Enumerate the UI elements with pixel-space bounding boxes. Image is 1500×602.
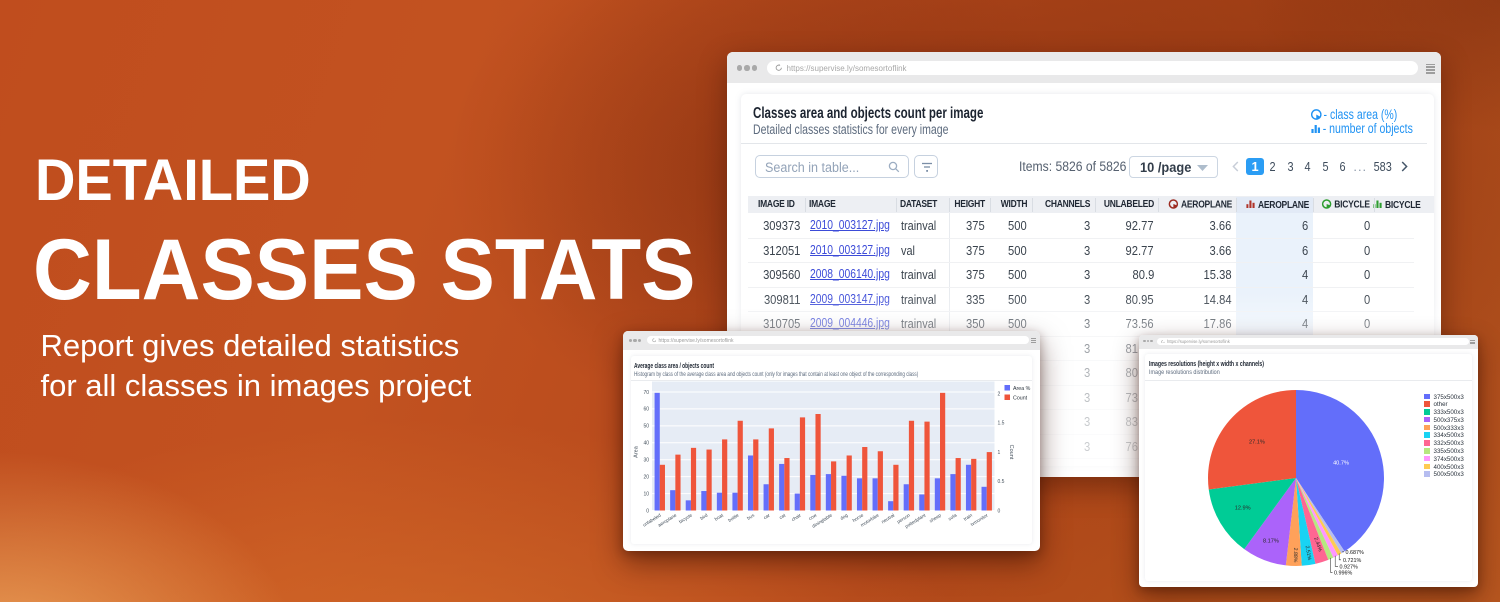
svg-text:sheep: sheep	[929, 512, 943, 523]
svg-text:0.996%: 0.996%	[1334, 571, 1352, 577]
svg-text:0: 0	[998, 508, 1001, 514]
svg-text:20: 20	[643, 474, 649, 480]
svg-text:dog: dog	[839, 512, 849, 521]
svg-text:12.9%: 12.9%	[1235, 506, 1251, 512]
svg-text:train: train	[963, 512, 974, 521]
svg-text:40: 40	[643, 441, 649, 447]
svg-text:2.51%: 2.51%	[1304, 545, 1313, 561]
svg-text:sofa: sofa	[947, 512, 957, 521]
svg-text:1.5: 1.5	[998, 421, 1005, 427]
svg-text:2: 2	[998, 391, 1001, 397]
svg-text:car: car	[763, 512, 772, 520]
svg-text:50: 50	[643, 424, 649, 430]
svg-text:2.88%: 2.88%	[1292, 548, 1298, 563]
svg-text:chair: chair	[791, 512, 803, 522]
svg-text:27.1%: 27.1%	[1249, 440, 1265, 446]
svg-text:horse: horse	[852, 512, 865, 523]
svg-text:cat: cat	[778, 512, 787, 520]
svg-text:bicycle: bicycle	[678, 512, 693, 524]
svg-text:1: 1	[998, 450, 1001, 456]
svg-text:0.721%: 0.721%	[1343, 558, 1361, 564]
svg-text:bus: bus	[746, 512, 756, 521]
svg-text:0.687%: 0.687%	[1346, 550, 1364, 556]
svg-text:cow: cow	[808, 512, 818, 521]
svg-text:Area %: Area %	[1013, 386, 1031, 392]
svg-text:tvmonitor: tvmonitor	[970, 512, 989, 527]
svg-text:10: 10	[643, 491, 649, 497]
svg-text:40.7%: 40.7%	[1333, 460, 1349, 466]
svg-text:Count: Count	[1008, 445, 1014, 460]
svg-text:0.5: 0.5	[998, 479, 1005, 485]
svg-text:70: 70	[643, 390, 649, 396]
svg-text:bottle: bottle	[727, 512, 740, 523]
svg-text:boat: boat	[714, 512, 725, 521]
svg-text:0: 0	[646, 508, 649, 514]
svg-text:bird: bird	[699, 512, 709, 521]
svg-text:30: 30	[643, 458, 649, 464]
svg-text:Area: Area	[634, 445, 640, 458]
svg-text:0.927%: 0.927%	[1340, 565, 1358, 571]
svg-text:8.17%: 8.17%	[1263, 538, 1279, 544]
svg-text:neutral: neutral	[881, 513, 896, 525]
svg-text:2.44%: 2.44%	[1312, 537, 1323, 553]
svg-text:Count: Count	[1013, 396, 1028, 402]
svg-text:60: 60	[643, 407, 649, 413]
